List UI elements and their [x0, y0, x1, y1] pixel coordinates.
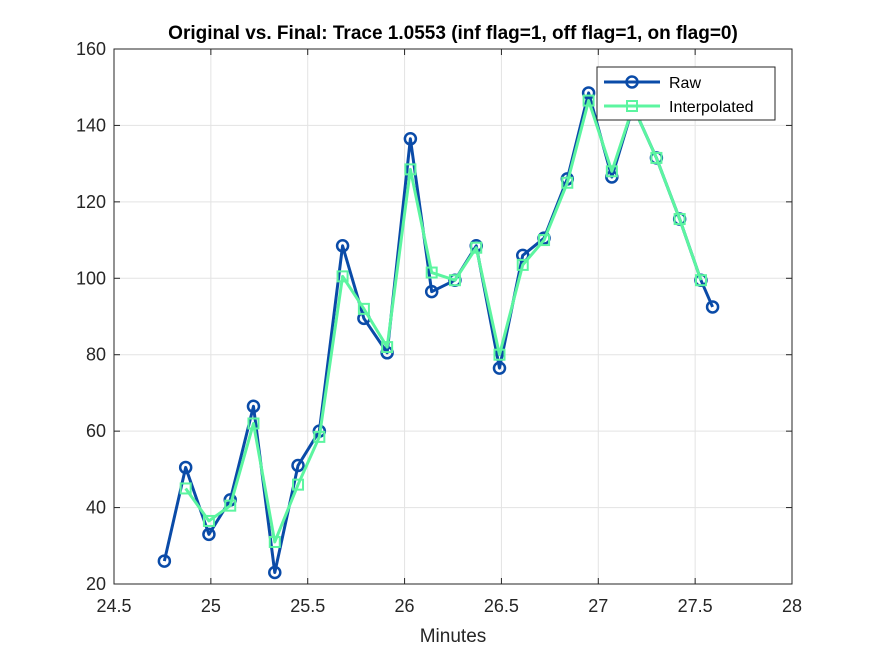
data-point-interpolated: [516, 258, 529, 271]
legend-label-interpolated: Interpolated: [669, 99, 754, 116]
data-point-interpolated: [313, 430, 326, 443]
data-point-interpolated: [673, 213, 686, 226]
series-interpolated: [179, 94, 707, 548]
data-point-interpolated: [605, 165, 618, 178]
data-point-interpolated: [582, 94, 595, 107]
data-point-interpolated: [247, 417, 260, 430]
y-tick-label: 40: [86, 498, 106, 518]
legend-label-raw: Raw: [669, 75, 701, 92]
x-tick-label: 28: [782, 596, 802, 616]
data-point-interpolated: [404, 163, 417, 176]
data-point-interpolated: [493, 348, 506, 361]
data-point-interpolated: [538, 234, 551, 247]
data-point-raw: [246, 399, 261, 414]
data-point-raw: [157, 554, 172, 568]
data-point-interpolated: [224, 499, 237, 512]
legend-swatch-marker-raw: [625, 75, 639, 89]
x-tick-label: 24.5: [96, 596, 131, 616]
y-tick-label: 120: [76, 192, 106, 212]
data-point-raw: [581, 86, 596, 100]
x-axis-label: Minutes: [420, 626, 487, 647]
data-point-raw: [268, 565, 282, 580]
x-tick-label: 27.5: [678, 596, 713, 616]
data-point-interpolated: [694, 274, 707, 287]
chart-title: Original vs. Final: Trace 1.0553 (inf fl…: [168, 23, 738, 44]
data-point-interpolated: [336, 270, 349, 283]
plot-area: [114, 49, 792, 584]
data-point-raw: [335, 239, 350, 253]
data-point-raw: [202, 527, 216, 542]
data-point-raw: [291, 458, 305, 473]
legend: Raw Interpolated: [596, 66, 776, 121]
x-tick-label: 25.5: [290, 596, 325, 616]
data-point-raw: [424, 284, 439, 299]
data-point-interpolated: [202, 514, 215, 527]
data-point-interpolated: [425, 266, 438, 279]
y-tick-label: 140: [76, 115, 106, 135]
data-point-interpolated: [292, 478, 305, 491]
x-tick-label: 25: [201, 596, 221, 616]
data-point-interpolated: [179, 482, 192, 495]
series-layer: [157, 86, 720, 580]
data-point-raw: [705, 300, 720, 314]
x-tick-label: 26.5: [484, 596, 519, 616]
y-tick-label: 100: [76, 268, 106, 288]
axis-ticks: 24.5 25 25.5 26 26.5 27 27.5 28 20 40 60 80 100 120 14…: [76, 39, 802, 616]
data-point-interpolated: [448, 274, 461, 287]
series-line-interpolated: [184, 99, 703, 544]
legend-swatch-marker-interpolated: [626, 100, 638, 112]
data-point-interpolated: [357, 302, 370, 315]
y-tick-label: 20: [86, 574, 106, 594]
data-point-interpolated: [268, 535, 281, 548]
x-tick-label: 27: [588, 596, 608, 616]
x-tick-label: 26: [395, 596, 415, 616]
y-tick-label: 60: [86, 421, 106, 441]
data-point-raw: [403, 132, 418, 146]
data-point-interpolated: [381, 341, 394, 354]
y-tick-label: 80: [86, 345, 106, 365]
data-point-interpolated: [650, 151, 663, 164]
data-point-interpolated: [470, 241, 483, 254]
data-point-raw: [178, 460, 193, 475]
axes-box: [113, 48, 793, 585]
data-point-interpolated: [561, 176, 574, 189]
data-point-raw: [492, 361, 507, 375]
y-tick-label: 160: [76, 39, 106, 59]
